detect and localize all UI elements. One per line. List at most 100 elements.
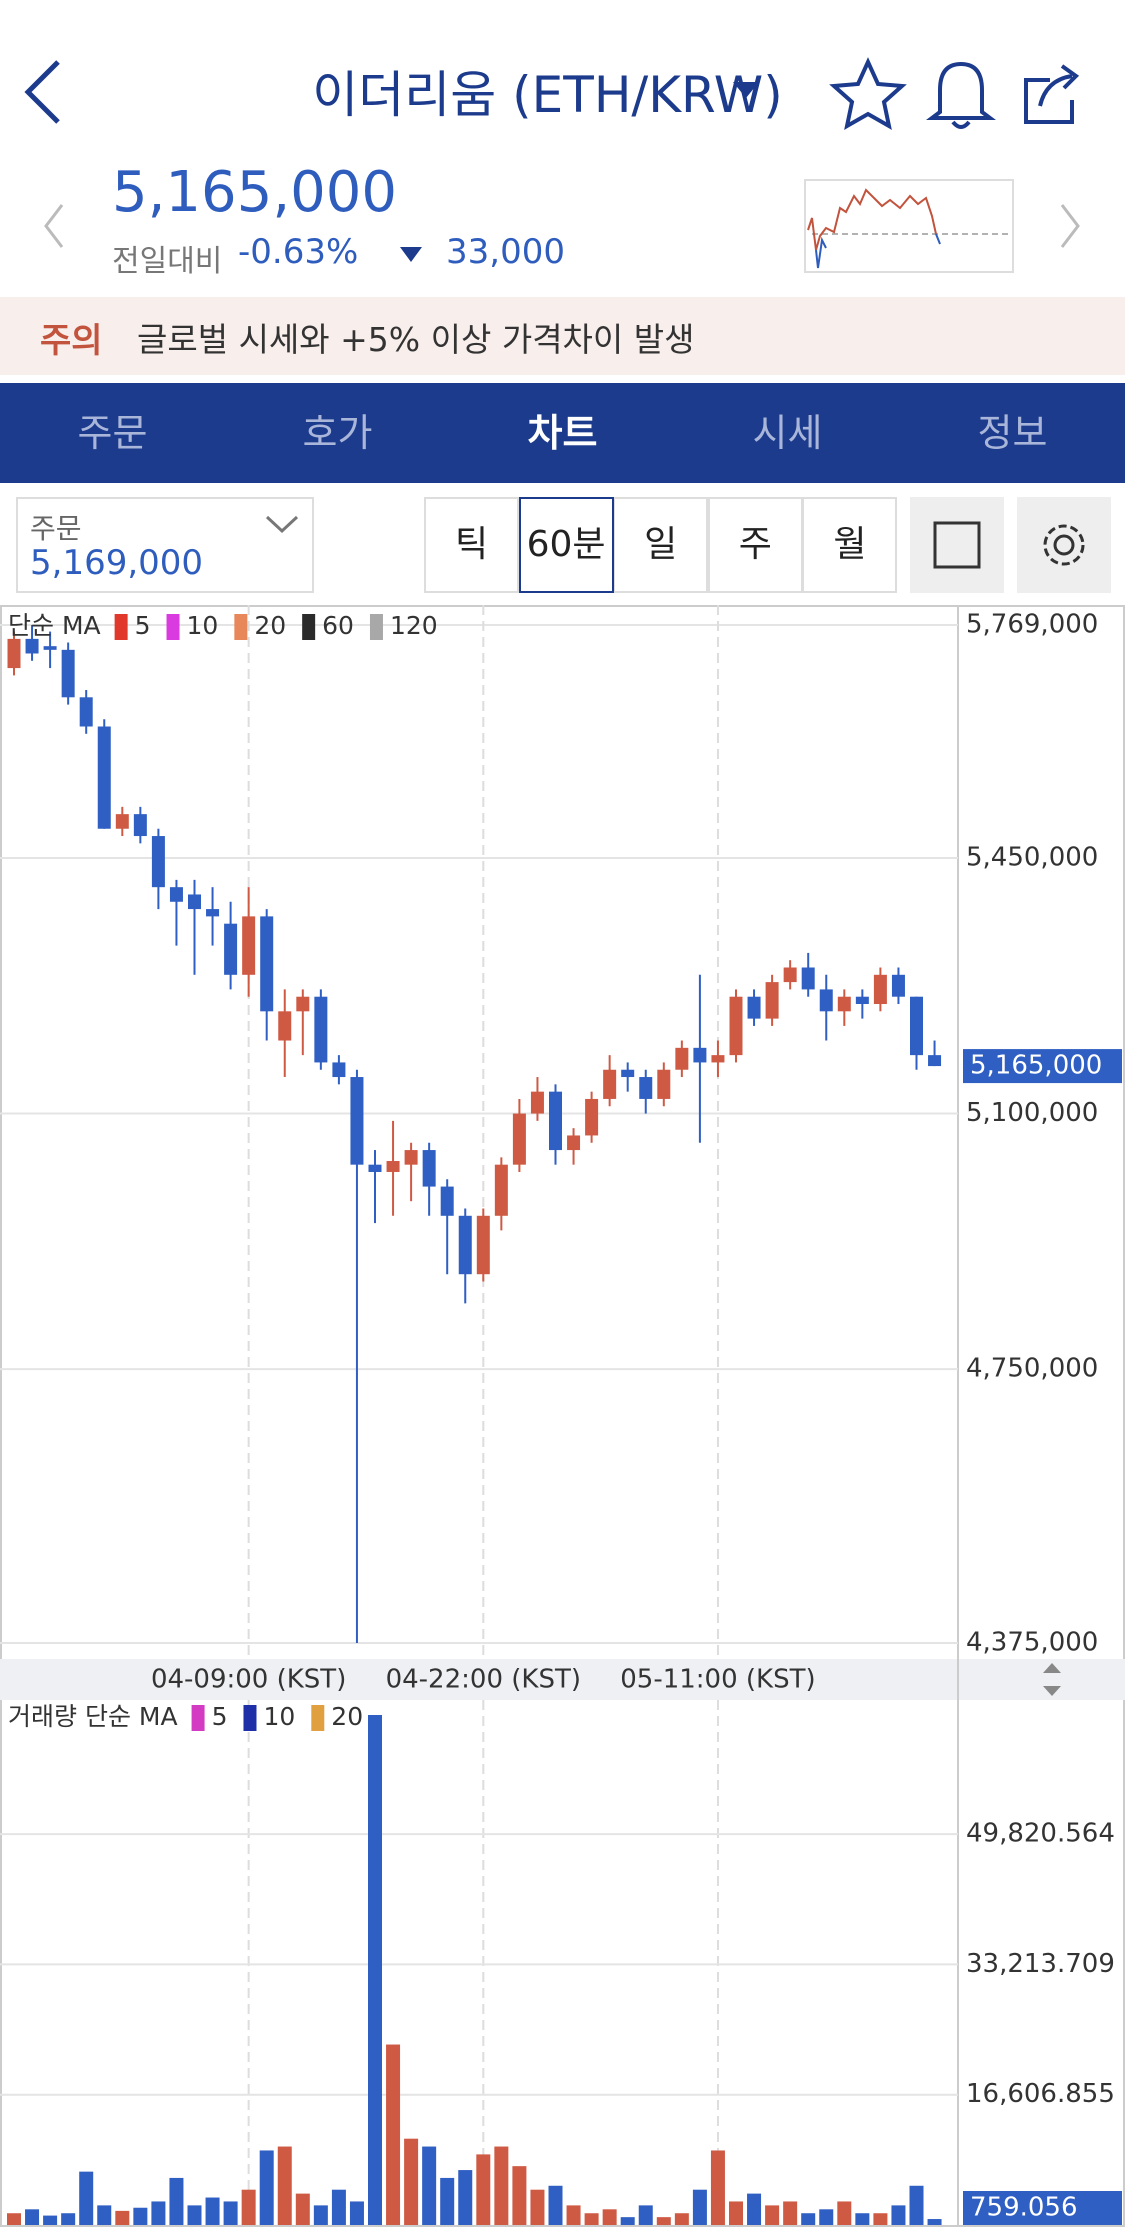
candle-body	[350, 1077, 364, 1165]
period-button[interactable]: 주	[707, 497, 803, 593]
volume-bar	[295, 2193, 310, 2225]
period-button[interactable]: 60분	[518, 497, 614, 593]
candle-body	[855, 996, 869, 1005]
header-icons	[24, 57, 1080, 480]
volume-bar	[440, 2177, 455, 2225]
volume-bar	[223, 2201, 238, 2225]
current-volume-label: 759.056	[970, 2193, 1078, 2223]
favorite-button[interactable]	[829, 57, 907, 130]
order-box[interactable]: 주문 5,169,000	[16, 497, 314, 593]
volume-bar	[97, 2205, 112, 2225]
legend-swatch	[369, 614, 383, 640]
volume-bar	[891, 2205, 906, 2225]
candle-body	[494, 1164, 508, 1216]
candle-body	[711, 1055, 725, 1063]
volume-bar	[710, 2150, 725, 2225]
volume-bar	[837, 2201, 852, 2225]
change-label: 전일대비	[112, 244, 223, 279]
candle-body	[512, 1113, 526, 1165]
tab[interactable]: 주문	[77, 411, 148, 455]
candle-body	[603, 1069, 617, 1099]
volume-bar	[79, 2171, 94, 2225]
candle-body	[314, 996, 328, 1063]
volume-bar	[819, 2209, 834, 2225]
candle-body	[567, 1135, 581, 1151]
volume-bar	[674, 2213, 689, 2225]
legend-label: 20	[254, 611, 286, 640]
volume-bar	[512, 2166, 527, 2225]
resize-handle[interactable]	[1043, 1663, 1061, 1696]
x-tick-label: 05-11:00 (KST)	[620, 1665, 815, 1695]
volume-bar	[187, 2205, 202, 2225]
tab[interactable]: 시세	[752, 411, 823, 455]
volume-bar	[241, 2189, 256, 2225]
volume-bar	[873, 2213, 888, 2225]
title-text: 이더리움 (ETH/KRW)	[312, 66, 783, 124]
dropdown-icon[interactable]	[733, 82, 759, 98]
candle-body	[729, 996, 743, 1056]
candle-body	[440, 1186, 454, 1216]
legend-label: 10	[187, 611, 219, 640]
current-volume-box	[963, 2191, 1122, 2225]
volume-bar	[368, 1715, 382, 2225]
period-button[interactable]: 일	[613, 497, 709, 593]
back-button[interactable]	[24, 60, 60, 124]
volume-bar	[548, 2185, 563, 2225]
tab-bar: 주문 호가 차트 시세 정보	[0, 383, 1125, 483]
prev-button[interactable]	[44, 204, 64, 248]
last-price-label: 5,165,000	[970, 1051, 1102, 1081]
volume-bar	[692, 2189, 707, 2225]
legend-swatch	[302, 614, 316, 640]
alarm-button[interactable]	[926, 61, 996, 129]
tab[interactable]: 정보	[977, 411, 1048, 455]
candle-body	[675, 1047, 689, 1070]
volume-bar	[927, 2219, 942, 2225]
candle-body	[819, 989, 833, 1012]
legend-swatch	[114, 614, 128, 640]
order-chevron	[265, 515, 299, 534]
settings-button[interactable]	[1017, 497, 1111, 593]
candle-body	[549, 1091, 562, 1151]
volume-bar	[25, 2209, 40, 2225]
volume-bar	[7, 2213, 21, 2225]
volume-bar	[151, 2201, 166, 2225]
candle-body	[422, 1150, 436, 1187]
y-tick-label: 49,820.564	[966, 1819, 1115, 1849]
draw-button[interactable]	[910, 497, 1004, 593]
candle-body	[296, 996, 310, 1012]
volume-bar	[747, 2193, 762, 2225]
candle-body	[837, 996, 851, 1012]
volume-bar	[115, 2210, 130, 2225]
volume-bar	[566, 2205, 581, 2225]
candle-body	[260, 916, 274, 1012]
period-button[interactable]: 월	[802, 497, 898, 593]
tab[interactable]: 호가	[302, 411, 373, 455]
legend-label: 5	[135, 611, 151, 640]
volume-bar	[530, 2189, 545, 2225]
change-rate: -0.63%	[238, 232, 359, 272]
candle-body	[765, 982, 779, 1019]
candle-body	[206, 909, 220, 917]
current-price: 5,165,000	[112, 160, 398, 225]
volume-bar	[61, 2213, 76, 2225]
candle-body	[530, 1091, 544, 1114]
volume-bar	[602, 2209, 617, 2225]
y-tick-label: 5,100,000	[966, 1098, 1098, 1128]
candle-body	[7, 638, 21, 669]
y-tick-label: 5,769,000	[966, 610, 1098, 640]
candle-body	[873, 974, 887, 1005]
candle-body	[910, 996, 923, 1056]
candle-body	[386, 1161, 400, 1172]
period-button[interactable]: 틱	[424, 497, 519, 593]
tab[interactable]: 차트	[527, 411, 598, 455]
next-button[interactable]	[1060, 204, 1080, 248]
share-button[interactable]	[1024, 64, 1080, 124]
change-amount: 33,000	[446, 232, 565, 272]
volume-bar	[765, 2205, 780, 2225]
volume-bar	[656, 2217, 671, 2225]
legend-label: 5	[212, 1702, 228, 1731]
legend-swatch	[234, 614, 248, 640]
market-title[interactable]: 이더리움 (ETH/KRW)	[0, 55, 1125, 127]
candle-body	[43, 646, 57, 650]
